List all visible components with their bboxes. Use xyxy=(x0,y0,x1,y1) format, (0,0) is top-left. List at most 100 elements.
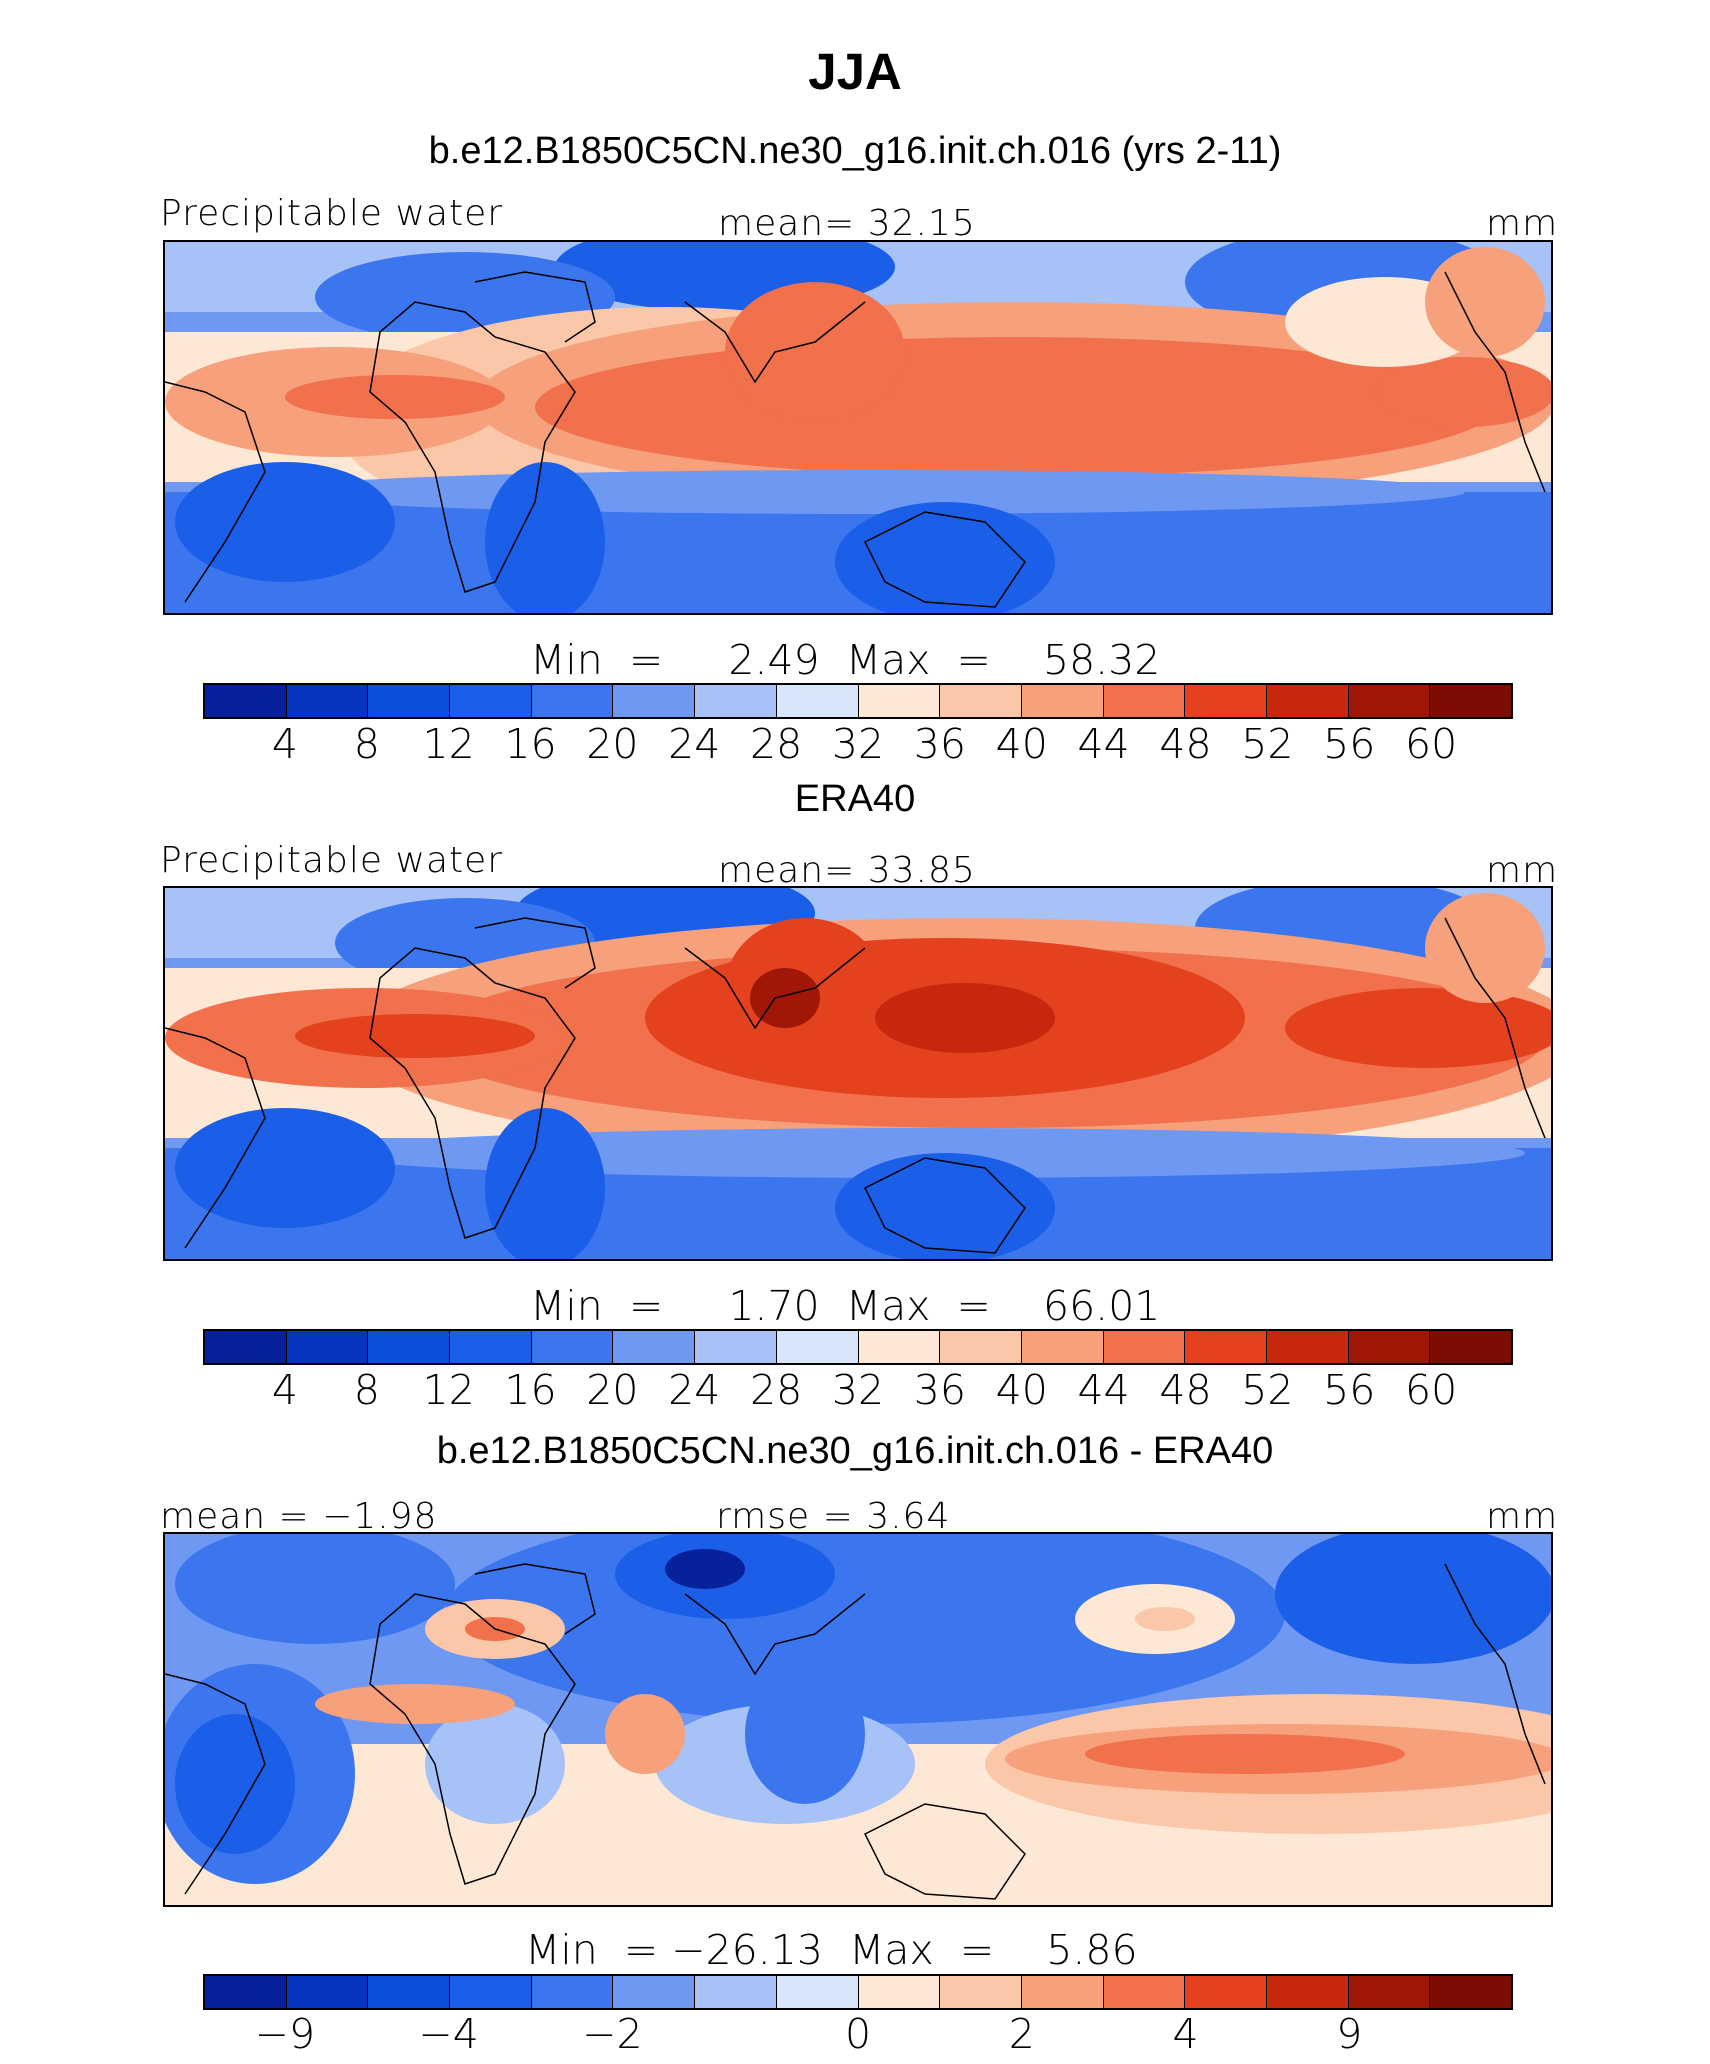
colorbar-swatch xyxy=(1185,1976,1267,2008)
panel-3-units-label: mm xyxy=(1486,1496,1559,1537)
colorbar-swatch xyxy=(450,685,532,717)
colorbar-swatch xyxy=(1021,1331,1104,1363)
colorbar-swatch xyxy=(450,1331,532,1363)
colorbar-tick-label: 60 xyxy=(1405,720,1458,768)
colorbar-swatch xyxy=(1103,685,1186,717)
colorbar-tick-label: 56 xyxy=(1323,720,1376,768)
colorbar-swatch xyxy=(1266,1976,1349,2008)
colorbar-tick-label: 24 xyxy=(668,720,721,768)
colorbar-tick-label: 60 xyxy=(1405,1366,1458,1414)
colorbar-swatch xyxy=(613,1331,696,1363)
colorbar-swatch xyxy=(1430,1976,1511,2008)
colorbar-tick-label: 36 xyxy=(913,1366,966,1414)
colorbar-swatch xyxy=(940,1976,1022,2008)
colorbar-tick-label: 48 xyxy=(1159,720,1212,768)
colorbar-tick-label: 40 xyxy=(995,720,1048,768)
colorbar-swatch xyxy=(940,685,1022,717)
colorbar-tick-label: 32 xyxy=(831,720,885,768)
colorbar-swatch xyxy=(1103,1976,1186,2008)
panel-3-title: b.e12.B1850C5CN.ne30_g16.init.ch.016 - E… xyxy=(436,1430,1274,1472)
colorbar-swatch xyxy=(368,1331,451,1363)
panel-3-mean-label: mean = −1.98 xyxy=(160,1496,438,1537)
panel-2-min-max: Min = 1.70 Max = 66.01 xyxy=(530,1282,1161,1330)
colorbar-tick-label: 8 xyxy=(353,1366,380,1414)
colorbar-swatch xyxy=(1185,1331,1267,1363)
panel-3-field xyxy=(165,1534,1551,1905)
colorbar-swatch xyxy=(531,685,614,717)
panel-1-colorbar xyxy=(203,683,1513,719)
colorbar-swatch xyxy=(695,1331,777,1363)
colorbar-swatch xyxy=(776,685,859,717)
colorbar-swatch xyxy=(776,1976,859,2008)
colorbar-swatch xyxy=(1185,685,1267,717)
colorbar-swatch xyxy=(286,685,369,717)
colorbar-swatch xyxy=(858,685,941,717)
colorbar-swatch xyxy=(858,1976,941,2008)
colorbar-swatch xyxy=(368,685,451,717)
panel-3-map xyxy=(163,1532,1553,1907)
colorbar-swatch xyxy=(531,1331,614,1363)
figure-title: JJA xyxy=(808,43,902,100)
colorbar-tick-label: 32 xyxy=(831,1366,885,1414)
colorbar-tick-label: 20 xyxy=(586,720,639,768)
panel-2-colorbar xyxy=(203,1329,1513,1365)
colorbar-swatch xyxy=(205,685,287,717)
colorbar-swatch xyxy=(1021,685,1104,717)
panel-3-min-max: Min = −26.13 Max = 5.86 xyxy=(525,1926,1138,1974)
colorbar-tick-label: 4 xyxy=(271,1366,298,1414)
colorbar-tick-label: −4 xyxy=(418,2010,479,2058)
colorbar-tick-label: 56 xyxy=(1323,1366,1376,1414)
colorbar-swatch xyxy=(776,1331,859,1363)
colorbar-tick-label: 0 xyxy=(844,2010,872,2058)
panel-1-colorbar-ticks: 4 8 12 16 20 24 28 32 36 40 44 48 52 56 60 xyxy=(0,720,1710,772)
colorbar-swatch xyxy=(695,1976,777,2008)
panel-3-colorbar xyxy=(203,1974,1513,2010)
panel-1-variable-label: Precipitable water xyxy=(160,193,504,234)
colorbar-tick-label: 12 xyxy=(422,720,475,768)
panel-2-colorbar-ticks: 4 8 12 16 20 24 28 32 36 40 44 48 52 56 60 xyxy=(0,1366,1710,1418)
colorbar-tick-label: 36 xyxy=(913,720,966,768)
colorbar-swatch xyxy=(450,1976,532,2008)
panel-1-field xyxy=(165,242,1551,613)
colorbar-swatch xyxy=(695,685,777,717)
panel-2-map xyxy=(163,886,1553,1261)
colorbar-swatch xyxy=(1348,685,1431,717)
colorbar-tick-label: 20 xyxy=(586,1366,639,1414)
colorbar-swatch xyxy=(368,1976,451,2008)
colorbar-tick-label: −2 xyxy=(582,2010,643,2058)
colorbar-swatch xyxy=(613,685,696,717)
colorbar-tick-label: 16 xyxy=(504,1366,557,1414)
colorbar-tick-label: 8 xyxy=(353,720,380,768)
colorbar-swatch xyxy=(1266,685,1349,717)
colorbar-tick-label: 48 xyxy=(1159,1366,1212,1414)
colorbar-tick-label: 4 xyxy=(1172,2010,1199,2058)
colorbar-tick-label: 44 xyxy=(1077,720,1130,768)
colorbar-tick-label: 52 xyxy=(1241,720,1294,768)
colorbar-swatch xyxy=(205,1331,287,1363)
colorbar-swatch xyxy=(286,1331,369,1363)
colorbar-swatch xyxy=(1430,685,1511,717)
colorbar-swatch xyxy=(1430,1331,1511,1363)
colorbar-swatch xyxy=(1021,1976,1104,2008)
panel-3-colorbar-ticks: −9 −4 −2 0 2 4 9 xyxy=(0,2010,1710,2062)
panel-3-rmse-label: rmse = 3.64 xyxy=(716,1496,951,1537)
panel-2-mean-label: mean= 33.85 xyxy=(718,850,976,891)
colorbar-tick-label: 16 xyxy=(504,720,557,768)
colorbar-swatch xyxy=(1348,1976,1431,2008)
colorbar-tick-label: 28 xyxy=(750,1366,803,1414)
colorbar-tick-label: 4 xyxy=(271,720,298,768)
colorbar-swatch xyxy=(531,1976,614,2008)
panel-2-field xyxy=(165,888,1551,1259)
colorbar-tick-label: −9 xyxy=(254,2010,316,2058)
colorbar-swatch xyxy=(858,1331,941,1363)
colorbar-tick-label: 40 xyxy=(995,1366,1048,1414)
colorbar-tick-label: 12 xyxy=(422,1366,475,1414)
colorbar-tick-label: 24 xyxy=(668,1366,721,1414)
colorbar-swatch xyxy=(1103,1331,1186,1363)
colorbar-swatch xyxy=(940,1331,1022,1363)
panel-2-variable-label: Precipitable water xyxy=(160,840,504,881)
panel-2-units-label: mm xyxy=(1486,850,1559,891)
panel-1-mean-label: mean= 32.15 xyxy=(718,203,976,244)
colorbar-swatch xyxy=(286,1976,369,2008)
panel-1-map xyxy=(163,240,1553,615)
